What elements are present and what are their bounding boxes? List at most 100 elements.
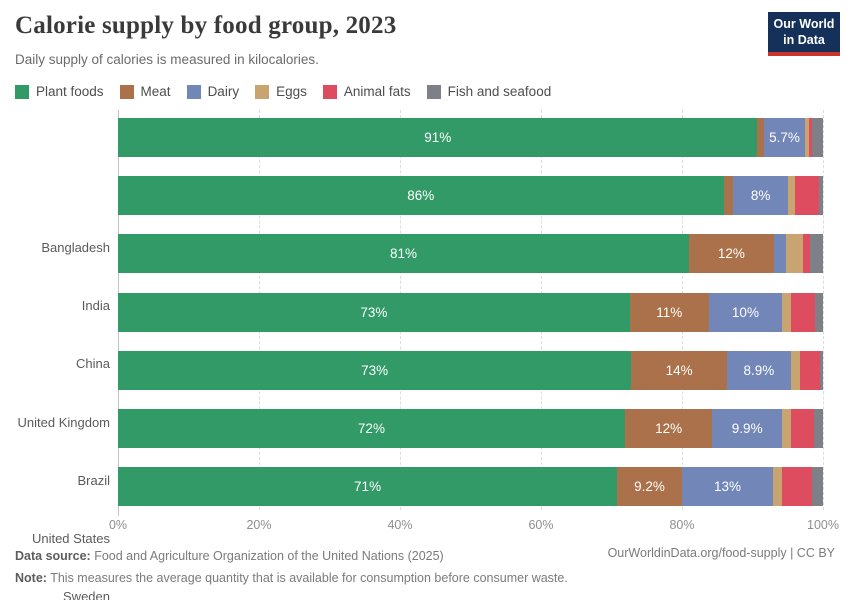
- note-label: Note:: [15, 570, 47, 585]
- bar-value-label: 91%: [424, 130, 452, 145]
- bar-segment-animal-fats: [791, 409, 814, 448]
- legend-label: Eggs: [276, 84, 307, 99]
- bar-segment-fish-and-seafood: [820, 350, 823, 390]
- bar-value-label: 9.2%: [634, 479, 665, 495]
- bar-segment-eggs: [785, 234, 803, 274]
- bar-segment-animal-fats: [794, 176, 820, 216]
- legend-item-fish-and-seafood: Fish and seafood: [426, 84, 552, 99]
- bar-segment-meat: 9.2%: [617, 467, 682, 507]
- bar-segment-fish-and-seafood: [811, 118, 823, 157]
- bar-value-label: 9.9%: [731, 421, 763, 436]
- legend-label: Animal fats: [343, 84, 411, 99]
- bar-segment-eggs: [782, 409, 792, 448]
- category-label-bangladesh: Bangladesh: [41, 240, 110, 255]
- bar-segment-animal-fats: [802, 234, 810, 274]
- x-axis-tick-label: 100%: [807, 518, 839, 532]
- bar-segment-eggs: [772, 467, 783, 507]
- bar-segment-eggs: [790, 350, 800, 390]
- bar-value-label: 72%: [357, 421, 385, 436]
- bar-segment-fish-and-seafood: [819, 176, 823, 216]
- bar-value-label: 8.9%: [743, 362, 775, 378]
- bar-value-label: 73%: [360, 304, 388, 320]
- bar-value-label: 12%: [655, 421, 683, 436]
- bar-row-united-states: 72% 12% 9.9%: [118, 409, 823, 448]
- bar-segment-fish-and-seafood: [813, 409, 823, 448]
- bar-segment-dairy: 13%: [681, 467, 773, 507]
- bar-segment-plant-foods: 81%: [118, 234, 690, 274]
- category-label-china: China: [76, 356, 110, 372]
- bar-segment-plant-foods: 72%: [118, 409, 625, 448]
- legend-item-eggs: Eggs: [255, 84, 307, 99]
- legend-item-meat: Meat: [119, 84, 171, 99]
- bar-segment-fish-and-seafood: [812, 467, 823, 507]
- legend-swatch-plant-foods: [15, 84, 29, 99]
- x-axis-tick-label: 0%: [108, 518, 128, 532]
- bar-value-label: 14%: [665, 362, 693, 378]
- bar-value-label: 71%: [354, 479, 382, 495]
- bar-row-united-kingdom: 73% 11% 10%: [118, 292, 823, 332]
- category-label-brazil: Brazil: [77, 472, 110, 488]
- bar-value-label: 11%: [656, 304, 683, 320]
- note-text: This measures the average quantity that …: [46, 570, 568, 585]
- bar-row-brazil: 73% 14% 8.9%: [118, 350, 823, 390]
- plot-area: 0% 20% 40% 60% 80% 100% 91% 5.7% 86% 8% 81% 12% 73% 1…: [109, 110, 839, 532]
- chart-subtitle: Daily supply of calories is measured in …: [15, 52, 319, 67]
- bar-segment-meat: [723, 176, 733, 216]
- bar-segment-meat: 14%: [631, 350, 728, 390]
- category-label-united-kingdom: United Kingdom: [17, 414, 111, 430]
- x-axis-tick-label: 80%: [669, 518, 695, 532]
- bar-segment-dairy: 8.9%: [727, 350, 791, 390]
- x-axis-tick-label: 20%: [246, 518, 272, 532]
- bar-segment-meat: 11%: [629, 292, 709, 332]
- bar-segment-plant-foods: 71%: [118, 467, 618, 507]
- bar-segment-meat: 12%: [689, 234, 774, 274]
- legend-label: Fish and seafood: [447, 84, 552, 99]
- legend-item-plant-foods: Plant foods: [15, 84, 104, 99]
- bar-segment-eggs: [782, 292, 792, 332]
- bar-segment-meat: [757, 118, 765, 157]
- note-line: Note: This measures the average quantity…: [15, 568, 568, 590]
- bar-row-sweden: 71% 9.2% 13%: [118, 467, 823, 507]
- category-label-sweden: Sweden: [63, 589, 110, 600]
- owid-logo-line2: in Data: [783, 32, 825, 47]
- bar-row-china: 81% 12%: [118, 234, 823, 274]
- bar-segment-animal-fats: [791, 292, 815, 332]
- category-label-india: India: [81, 298, 110, 314]
- chart-area: Bangladesh India China United Kingdom Brazil…: [0, 110, 850, 600]
- page-title: Calorie supply by food group, 2023: [15, 12, 397, 39]
- bar-segment-plant-foods: 86%: [118, 176, 724, 216]
- bar-segment-plant-foods: 73%: [118, 292, 630, 332]
- bar-segment-meat: 12%: [624, 409, 713, 448]
- bar-value-label: 81%: [390, 246, 418, 262]
- bar-segment-animal-fats: [808, 118, 812, 157]
- legend-swatch-dairy: [186, 84, 201, 99]
- bar-segment-animal-fats: [799, 350, 821, 390]
- bar-segment-plant-foods: 91%: [118, 118, 758, 157]
- data-source-line: Data source: Food and Agriculture Organi…: [15, 546, 568, 568]
- owid-logo[interactable]: Our World in Data: [768, 12, 840, 57]
- bar-value-label: 8%: [750, 188, 771, 204]
- footer-link[interactable]: OurWorldinData.org/food-supply | CC BY: [607, 546, 835, 560]
- gridline-100: [823, 110, 824, 510]
- bar-segment-eggs: [804, 118, 809, 157]
- legend: Plant foods Meat Dairy Eggs Animal fats Fish …: [15, 84, 551, 99]
- bar-row-bangladesh: 91% 5.7%: [118, 118, 823, 157]
- bar-value-label: 73%: [361, 362, 389, 378]
- legend-swatch-fish-and-seafood: [426, 84, 441, 99]
- legend-swatch-animal-fats: [322, 84, 337, 99]
- legend-swatch-eggs: [255, 84, 270, 99]
- legend-label: Dairy: [207, 84, 240, 99]
- owid-logo-line1: Our World: [773, 17, 835, 31]
- bar-segment-dairy: 10%: [708, 292, 783, 332]
- legend-label: Plant foods: [36, 84, 104, 99]
- bar-segment-dairy: 8%: [732, 176, 789, 216]
- bar-segment-dairy: 9.9%: [712, 409, 783, 448]
- bar-value-label: 5.7%: [769, 130, 800, 145]
- bar-segment-dairy: 5.7%: [764, 118, 805, 157]
- data-source-label: Data source:: [15, 549, 91, 563]
- bar-row-india: 86% 8%: [118, 176, 823, 216]
- footer-notes: Data source: Food and Agriculture Organi…: [15, 546, 568, 589]
- category-label-united-states: United States: [31, 531, 110, 546]
- bar-segment-fish-and-seafood: [809, 234, 823, 274]
